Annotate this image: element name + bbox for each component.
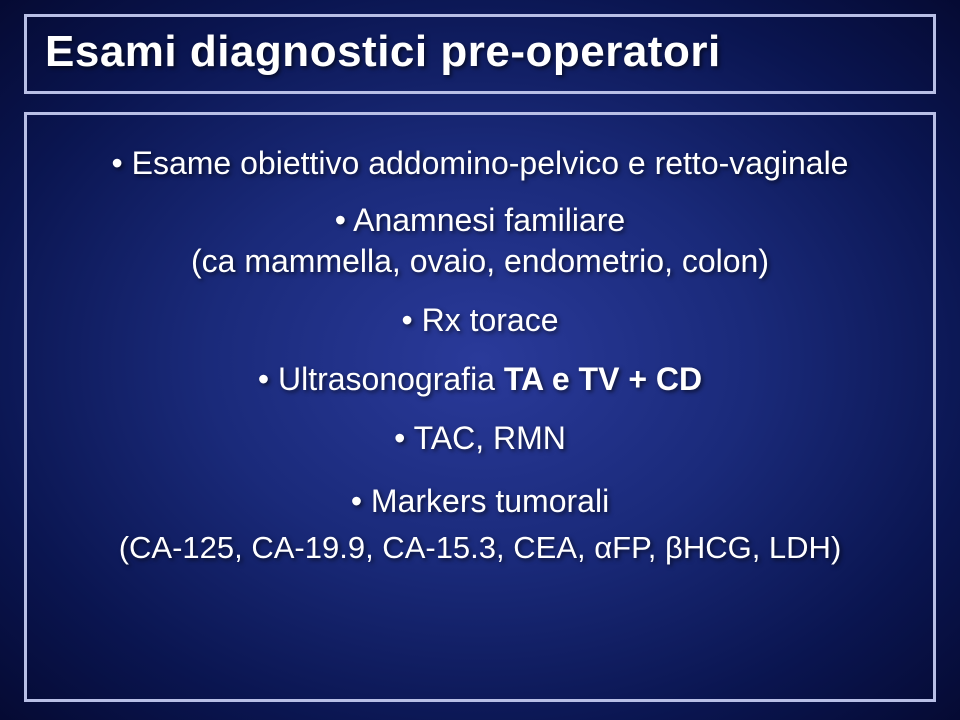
item-text: Markers tumorali [371,483,609,519]
bullet-icon: • [351,483,362,519]
page-title: Esami diagnostici pre-operatori [45,27,915,77]
bullet-icon: • [258,361,269,397]
bullet-icon: • [335,202,346,238]
title-part2: pre-operatori [440,27,720,76]
item-text: TAC, RMN [414,420,566,456]
list-item-subtext: (ca mammella, ovaio, endometrio, colon) [57,241,903,282]
item-text: Anamnesi familiare [353,202,625,238]
list-item: • Rx torace [57,300,903,341]
item-subtext: (ca mammella, ovaio, endometrio, colon) [191,243,769,279]
list-item: • Esame obiettivo addomino-pelvico e ret… [57,143,903,184]
bullet-icon: • [394,420,405,456]
list-item-subtext: (CA-125, CA-19.9, CA-15.3, CEA, αFP, βHC… [57,528,903,568]
list-item: • Anamnesi familiare [57,200,903,241]
item-text: Esame obiettivo addomino-pelvico e retto… [132,145,849,181]
title-part1: Esami diagnostici [45,27,440,76]
list-item: • Ultrasonografia TA e TV + CD [57,359,903,400]
item-subtext: (CA-125, CA-19.9, CA-15.3, CEA, αFP, βHC… [119,530,842,565]
title-container: Esami diagnostici pre-operatori [24,14,936,94]
bullet-icon: • [112,145,123,181]
list-item: • TAC, RMN [57,418,903,459]
content-container: • Esame obiettivo addomino-pelvico e ret… [24,112,936,702]
item-text-plain: Ultrasonografia [278,361,504,397]
item-text-bold: TA e TV + CD [504,361,702,397]
list-item: • Markers tumorali [57,481,903,522]
bullet-icon: • [401,302,412,338]
item-text: Rx torace [422,302,559,338]
